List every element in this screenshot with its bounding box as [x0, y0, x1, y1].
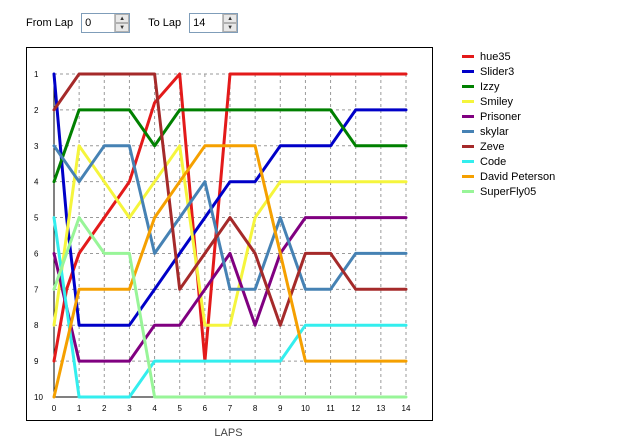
- series-line-superfly05: [52, 216, 408, 399]
- legend-label: Code: [480, 155, 507, 168]
- x-axis-label: LAPS: [214, 427, 243, 439]
- series-line-david-peterson: [52, 144, 408, 399]
- series-line-prisoner: [52, 216, 408, 363]
- x-tick-label: 0: [52, 404, 57, 413]
- x-tick-label: 12: [351, 404, 360, 413]
- x-tick-label: 8: [253, 404, 258, 413]
- x-tick-label: 9: [278, 404, 283, 413]
- x-tick-label: 6: [203, 404, 208, 413]
- to-lap-input[interactable]: [190, 14, 223, 32]
- y-tick-label: 8: [34, 321, 39, 330]
- legend-swatch: [462, 190, 474, 193]
- x-tick-label: 14: [402, 404, 411, 413]
- from-lap-down-button[interactable]: ▼: [115, 23, 130, 32]
- legend-swatch: [462, 70, 474, 73]
- legend-label: Prisoner: [480, 110, 521, 123]
- legend-swatch: [462, 160, 474, 163]
- y-tick-label: 5: [34, 214, 39, 223]
- y-tick-label: 10: [34, 393, 43, 402]
- x-tick-label: 5: [177, 404, 182, 413]
- x-tick-label: 3: [127, 404, 132, 413]
- from-lap-spin-buttons: ▲ ▼: [114, 14, 130, 32]
- legend-item: Code: [462, 154, 555, 169]
- arrow-up-icon: ▲: [119, 15, 126, 22]
- y-tick-label: 9: [34, 357, 39, 366]
- plot-area: [54, 74, 406, 397]
- x-tick-label: 2: [102, 404, 107, 413]
- chart-legend: hue35 Slider3 Izzy Smiley Prisoner skylar Zeve…: [462, 49, 555, 199]
- legend-item: David Peterson: [462, 169, 555, 184]
- legend-swatch: [462, 145, 474, 148]
- legend-swatch: [462, 130, 474, 133]
- y-tick-label: 6: [34, 249, 39, 258]
- legend-item: Prisoner: [462, 109, 555, 124]
- legend-swatch: [462, 175, 474, 178]
- chart-frame: 0 1 2 3 4 5 6 7 8 9 10 11 12 13 14 1 2 3 4 5 6 7 8 9 10: [26, 47, 433, 421]
- from-lap-spinner[interactable]: ▲ ▼: [81, 13, 131, 33]
- y-tick-label: 7: [34, 285, 39, 294]
- series-line-skylar: [52, 144, 408, 291]
- legend-label: Slider3: [480, 65, 515, 78]
- legend-label: skylar: [480, 125, 509, 138]
- lap-range-controls: From Lap ▲ ▼ To Lap ▲ ▼: [26, 12, 256, 34]
- legend-label: David Peterson: [480, 170, 556, 183]
- legend-item: skylar: [462, 124, 555, 139]
- from-lap-input[interactable]: [82, 14, 115, 32]
- to-lap-spinner[interactable]: ▲ ▼: [189, 13, 239, 33]
- legend-swatch: [462, 115, 474, 118]
- series-line-zeve: [52, 72, 408, 327]
- legend-item: Slider3: [462, 64, 555, 79]
- y-tick-label: 4: [34, 178, 39, 187]
- to-lap-up-button[interactable]: ▲: [223, 14, 238, 23]
- x-tick-label: 4: [152, 404, 157, 413]
- x-tick-label: 13: [376, 404, 385, 413]
- legend-label: hue35: [480, 50, 511, 63]
- legend-swatch: [462, 85, 474, 88]
- x-tick-label: 10: [301, 404, 310, 413]
- legend-item: Smiley: [462, 94, 555, 109]
- series-line-smiley: [52, 144, 408, 327]
- from-lap-up-button[interactable]: ▲: [115, 14, 130, 23]
- series-line-code: [52, 216, 408, 399]
- y-tick-label: 2: [34, 106, 39, 115]
- legend-label: Smiley: [480, 95, 514, 108]
- x-tick-label: 11: [326, 404, 335, 413]
- legend-label: Zeve: [480, 140, 505, 153]
- legend-swatch: [462, 100, 474, 103]
- legend-item: Izzy: [462, 79, 555, 94]
- x-tick-label: 7: [228, 404, 233, 413]
- arrow-up-icon: ▲: [227, 15, 234, 22]
- to-lap-down-button[interactable]: ▼: [223, 23, 238, 32]
- to-lap-spin-buttons: ▲ ▼: [222, 14, 238, 32]
- x-tick-label: 1: [77, 404, 82, 413]
- from-lap-label: From Lap: [26, 17, 74, 29]
- legend-item: Zeve: [462, 139, 555, 154]
- series-line-izzy: [52, 108, 408, 184]
- legend-item: hue35: [462, 49, 555, 64]
- y-tick-label: 1: [34, 70, 39, 79]
- legend-item: SuperFly05: [462, 184, 555, 199]
- legend-label: Izzy: [480, 80, 500, 93]
- legend-swatch: [462, 55, 474, 58]
- arrow-down-icon: ▼: [119, 24, 126, 31]
- to-lap-label: To Lap: [148, 17, 182, 29]
- y-tick-label: 3: [34, 142, 39, 151]
- arrow-down-icon: ▼: [227, 24, 234, 31]
- legend-label: SuperFly05: [480, 185, 537, 198]
